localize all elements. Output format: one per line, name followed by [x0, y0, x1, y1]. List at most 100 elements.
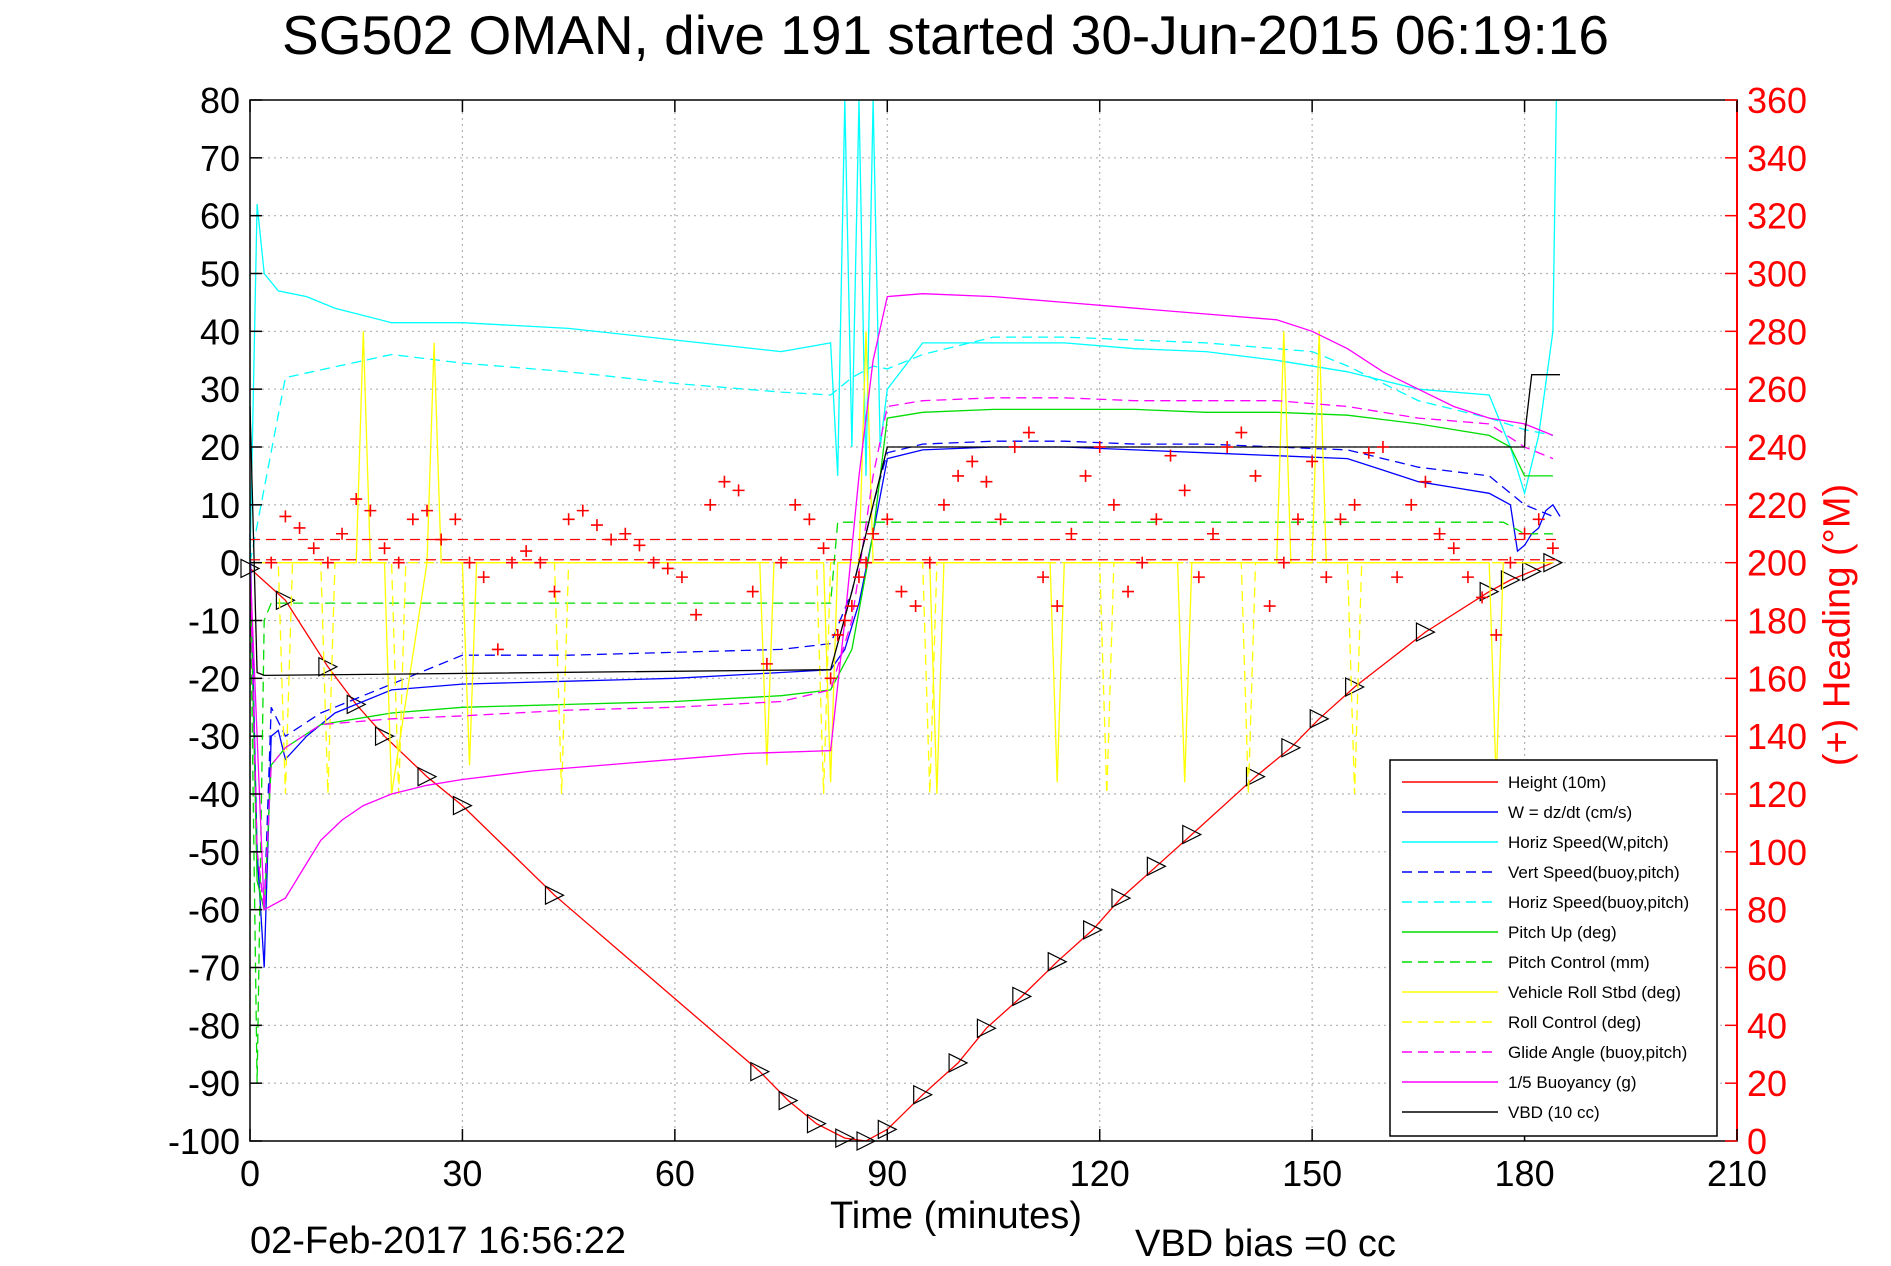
y-tick-label: 0: [220, 543, 240, 584]
height-marker: [1345, 677, 1365, 697]
heading-point: [675, 571, 688, 584]
heading-point: [1334, 513, 1347, 526]
height-marker: [318, 656, 339, 677]
y-tick-label: 70: [200, 138, 240, 179]
y2-tick-label: 200: [1747, 543, 1807, 584]
height-marker: [806, 1113, 827, 1134]
y-tick-label: -20: [188, 658, 240, 699]
heading-point: [1291, 513, 1304, 526]
series-line-6: [249, 521, 1553, 1084]
heading-point: [718, 475, 731, 488]
heading-point: [605, 533, 618, 546]
heading-point: [435, 533, 448, 546]
y2-tick-label: 40: [1747, 1005, 1787, 1046]
heading-point: [909, 600, 922, 613]
heading-point: [845, 600, 858, 613]
heading-point: [491, 643, 504, 656]
heading-point: [1504, 556, 1517, 569]
x-tick-label: 30: [442, 1153, 482, 1194]
heading-point: [463, 556, 476, 569]
heading-point: [881, 513, 894, 526]
heading-point: [647, 556, 660, 569]
y2-tick-label: 220: [1747, 485, 1807, 526]
y2-tick-label: 180: [1747, 601, 1807, 642]
heading-point: [704, 498, 717, 511]
heading-point: [1405, 498, 1418, 511]
heading-markers: [250, 426, 1560, 685]
heading-point: [293, 521, 306, 534]
height-marker: [976, 1018, 997, 1039]
right-axis-label: (+) Heading (°M): [1816, 483, 1859, 767]
x-tick-label: 180: [1495, 1153, 1555, 1194]
height-marker: [452, 795, 473, 816]
heading-point: [1065, 527, 1078, 540]
y2-tick-label: 320: [1747, 196, 1807, 237]
heading-point: [1249, 469, 1262, 482]
heading-point: [321, 556, 334, 569]
y-tick-label: -100: [168, 1121, 240, 1162]
y-tick-label: 40: [200, 311, 240, 352]
heading-point: [1419, 475, 1432, 488]
height-marker: [1245, 766, 1266, 787]
heading-point: [1490, 628, 1503, 641]
heading-point: [1037, 571, 1050, 584]
y2-tick-label: 340: [1747, 138, 1807, 179]
y-tick-label: -40: [188, 774, 240, 815]
heading-point: [1476, 591, 1489, 604]
heading-point: [1362, 446, 1375, 459]
series-line-1: [249, 446, 1561, 968]
heading-point: [789, 498, 802, 511]
heading-point: [505, 556, 518, 569]
series-line-11: [249, 374, 1560, 677]
legend-entry-5: Pitch Up (deg): [1508, 923, 1617, 942]
y2-tick-label: 100: [1747, 832, 1807, 873]
series-line-0: [249, 562, 1554, 1142]
y2-tick-label: 20: [1747, 1063, 1787, 1104]
heading-point: [1447, 542, 1460, 555]
heading-point: [1164, 449, 1177, 462]
heading-point: [1022, 426, 1035, 439]
height-marker: [1522, 561, 1542, 582]
heading-point: [860, 556, 873, 569]
height-marker: [275, 590, 296, 611]
heading-point: [867, 527, 880, 540]
y-tick-label: -70: [188, 948, 240, 989]
heading-point: [1433, 527, 1446, 540]
heading-point: [477, 571, 490, 584]
heading-point: [619, 527, 632, 540]
heading-point: [1192, 571, 1205, 584]
height-marker: [913, 1084, 934, 1105]
heading-point: [732, 484, 745, 497]
height-marker: [1309, 708, 1330, 729]
heading-point: [590, 519, 603, 532]
legend-entry-7: Vehicle Roll Stbd (deg): [1508, 983, 1681, 1002]
heading-point: [307, 542, 320, 555]
heading-point: [1150, 513, 1163, 526]
heading-point: [1546, 542, 1559, 555]
x-tick-label: 120: [1070, 1153, 1130, 1194]
y2-tick-label: 60: [1747, 948, 1787, 989]
heading-point: [1107, 498, 1120, 511]
height-marker: [346, 694, 367, 715]
series-line-8: [250, 562, 1553, 795]
legend-entry-9: Glide Angle (buoy,pitch): [1508, 1043, 1687, 1062]
y-tick-label: 80: [200, 80, 240, 121]
heading-point: [449, 513, 462, 526]
legend-entry-0: Height (10m): [1508, 773, 1606, 792]
height-marker: [1182, 824, 1203, 845]
series-line-2: [249, 99, 1558, 563]
y-tick-label: -50: [188, 832, 240, 873]
height-marker: [1281, 737, 1302, 758]
heading-point: [1461, 571, 1474, 584]
heading-point: [1008, 441, 1021, 453]
heading-point: [994, 513, 1007, 526]
heading-point: [265, 556, 278, 569]
heading-point: [895, 585, 908, 598]
height-marker: [750, 1061, 771, 1082]
legend-entry-8: Roll Control (deg): [1508, 1013, 1641, 1032]
heading-point: [966, 455, 979, 468]
heading-point: [1376, 441, 1389, 453]
heading-point: [1391, 571, 1404, 584]
heading-point: [364, 504, 377, 517]
